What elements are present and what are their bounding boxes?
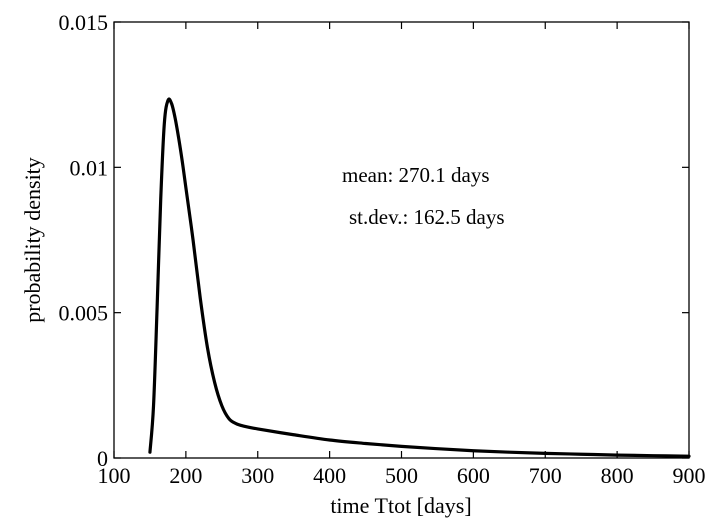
x-tick-label: 900 <box>673 463 705 488</box>
x-tick-label: 200 <box>169 463 202 488</box>
x-tick-label: 600 <box>457 463 490 488</box>
x-tick-label: 800 <box>601 463 634 488</box>
y-tick-label: 0.015 <box>59 10 109 35</box>
y-tick-label: 0 <box>97 446 108 471</box>
y-axis-label: probability density <box>20 157 45 323</box>
y-tick-label: 0.01 <box>70 155 109 180</box>
x-axis-ticks: 100 200 300 400 500 600 700 800 900 <box>98 22 705 488</box>
series-line <box>148 97 691 458</box>
annotation-stdev: st.dev.: 162.5 days <box>349 205 505 229</box>
annotation-mean: mean: 270.1 days <box>342 163 490 187</box>
x-tick-label: 500 <box>385 463 418 488</box>
x-tick-label: 300 <box>241 463 274 488</box>
x-tick-label: 400 <box>313 463 346 488</box>
x-axis-label: time Ttot [days] <box>330 493 471 518</box>
plot-frame <box>113 21 690 459</box>
y-axis-ticks: 0 0.005 0.01 0.015 <box>59 10 689 471</box>
y-tick-label: 0.005 <box>59 301 109 326</box>
x-tick-label: 700 <box>529 463 562 488</box>
x-tick-label: 100 <box>98 463 131 488</box>
